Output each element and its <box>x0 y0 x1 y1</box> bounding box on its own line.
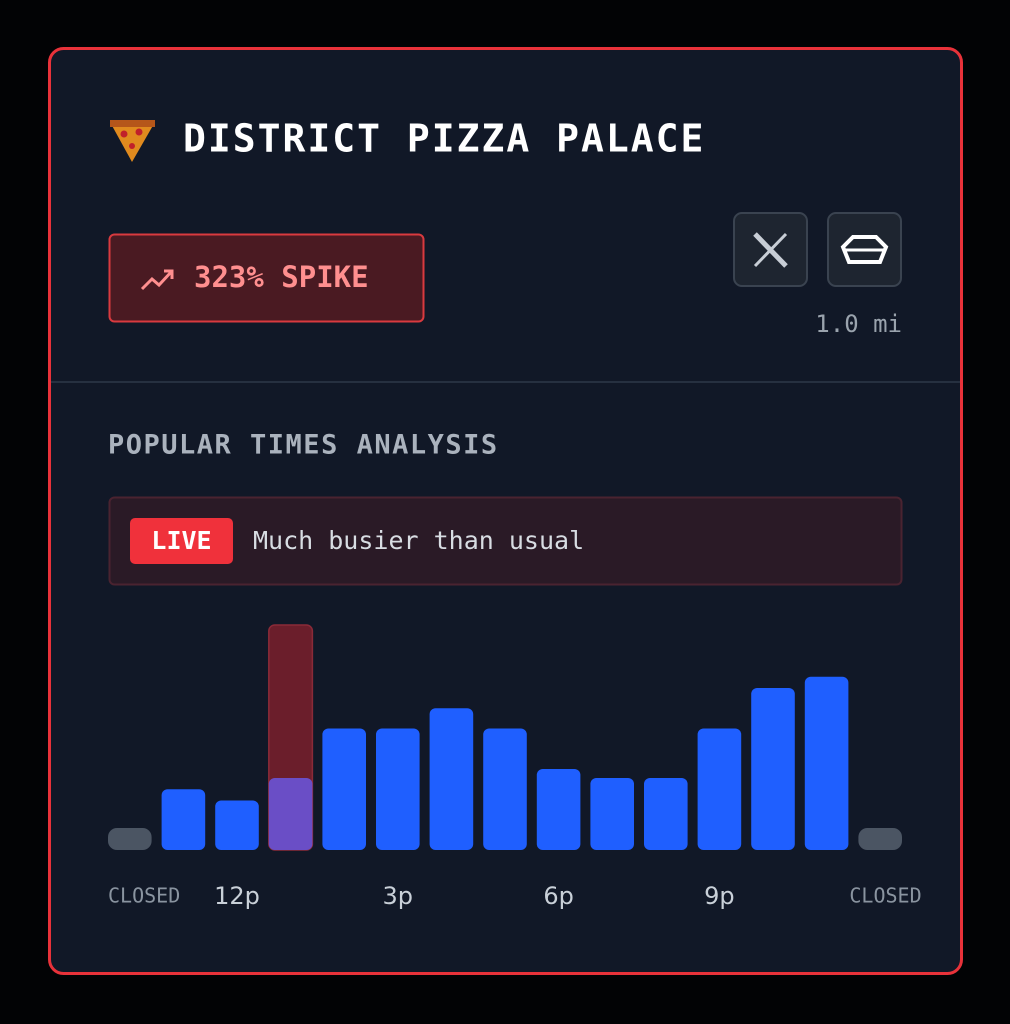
live-badge <box>130 518 233 564</box>
section-title: POPULAR TIMES ANALYSIS <box>108 430 499 461</box>
bar <box>429 708 474 850</box>
pizza-icon <box>110 120 155 162</box>
closed-marker <box>108 828 152 850</box>
closed-label: CLOSED <box>849 884 921 908</box>
bar <box>161 789 206 850</box>
bar <box>268 778 313 850</box>
x-button[interactable] <box>733 212 808 287</box>
bar <box>590 778 634 850</box>
hour-label: 3p <box>383 882 414 910</box>
closed-label: CLOSED <box>108 884 180 908</box>
bar <box>697 728 742 850</box>
live-status: Much busier than usual <box>253 526 584 555</box>
bar <box>804 676 849 850</box>
bar <box>644 778 688 850</box>
hour-label: 6p <box>543 882 574 910</box>
bar <box>322 728 366 850</box>
bar <box>751 688 795 850</box>
pentagon-button[interactable] <box>827 212 902 287</box>
closed-marker <box>858 828 902 850</box>
hour-label: 12p <box>214 882 260 910</box>
venue-title: DISTRICT PIZZA PALACE <box>183 117 705 161</box>
bar <box>536 769 581 850</box>
trend-arrow <box>164 269 174 279</box>
distance: 1.0 mi <box>815 310 902 338</box>
bar <box>376 728 420 850</box>
popular-times-chart: CLOSED 12p 3p 6p 9p CLOSED <box>108 624 922 910</box>
spike-text: 323% SPIKE <box>194 260 369 294</box>
live-badge-text: LIVE <box>151 526 211 555</box>
spike-badge <box>108 233 425 323</box>
bar <box>215 800 259 850</box>
live-banner <box>108 496 903 586</box>
hour-label: 9p <box>704 882 735 910</box>
trend-icon <box>140 269 174 291</box>
bar <box>483 728 527 850</box>
